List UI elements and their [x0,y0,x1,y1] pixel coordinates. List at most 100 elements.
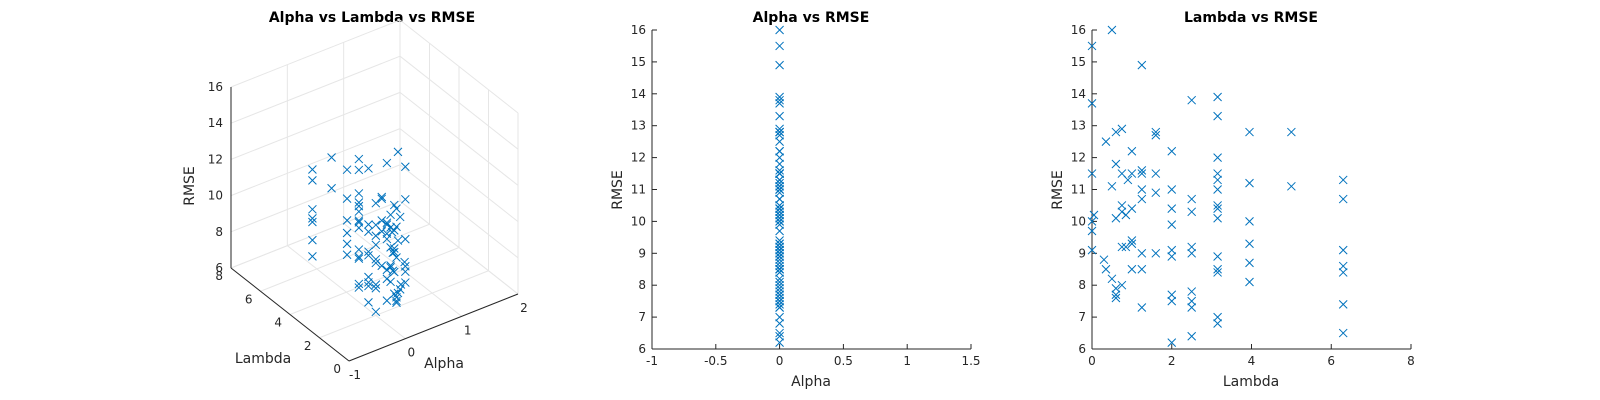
x-tick-label: 4 [1248,354,1256,368]
panel1-axes [230,87,519,362]
panel1-title: Alpha vs Lambda vs RMSE [269,10,475,26]
data-point [1287,127,1296,137]
panel2-ylabel: RMSE [610,170,626,210]
data-point [1287,181,1296,191]
data-point [1087,99,1097,108]
panel3-title: Lambda vs RMSE [1184,10,1318,26]
data-point [371,254,381,264]
data-point [1338,299,1348,309]
data-point [1213,175,1222,185]
y-tick-label: 6 [1078,342,1086,356]
data-point [1137,166,1147,175]
data-point [342,165,352,175]
data-point [775,178,784,188]
data-point [371,231,381,241]
floor-grid-line [319,270,489,339]
y-tick-label: 4 [274,316,282,330]
data-point [1187,303,1197,312]
data-point [775,226,784,236]
data-point [371,198,381,208]
data-point [775,255,784,265]
z-tick-label: 14 [208,116,223,130]
data-point [1117,207,1127,217]
data-point [371,258,381,268]
data-point [775,92,784,102]
y-tick-label: 0 [333,362,341,376]
data-point [308,235,317,245]
data-point [400,257,409,267]
back-wall-grid-line [230,55,401,124]
data-point [775,169,784,178]
data-point [1087,226,1097,236]
panel2-xlabel: Alpha [791,374,831,390]
y-tick-label: 12 [1071,151,1086,165]
panel2-tick-labels: -1 -0.5 0 0.5 1 1.5 6 7 8 9 10 11 12 13 14 15 16 [631,23,981,368]
data-point [775,261,784,271]
data-point [1151,130,1161,140]
data-point [354,252,364,262]
data-point [382,220,392,229]
y-tick-label: 9 [1078,246,1086,260]
data-point [1151,248,1161,258]
data-point [1099,255,1109,265]
data-point [1187,194,1197,204]
back-wall-grid-line [230,91,401,160]
data-point [1087,217,1097,226]
data-point [382,218,392,228]
back-wall-grid-line [230,200,401,269]
y-tick-label: 7 [638,310,646,324]
data-point [1111,293,1121,303]
data-point [1127,264,1137,274]
y-axis-line [230,267,350,362]
data-point [1089,210,1099,220]
data-point [354,189,364,198]
data-point [775,153,784,162]
data-point [327,153,336,162]
y-tick-label: 16 [1071,23,1086,37]
y-tick-label: 6 [245,292,253,306]
data-point [364,227,373,237]
data-point [775,284,784,293]
data-point [377,194,387,204]
data-point [775,220,784,229]
data-point [775,268,784,277]
data-point [1087,41,1097,51]
data-point [1338,261,1348,271]
data-point [371,240,381,250]
y-tick-label: 9 [638,246,646,260]
back-wall-grid-line [230,128,401,197]
data-point [775,264,784,274]
data-point [400,234,410,244]
data-point [775,111,784,121]
data-point [775,277,784,287]
panel3-ylabel: RMSE [1050,170,1066,210]
floor-grid-line [289,247,460,315]
data-point [395,212,405,222]
data-point [1107,25,1117,35]
data-point [1187,248,1197,258]
data-point [382,274,392,284]
data-point [371,280,381,290]
data-point [354,245,364,254]
data-point [1137,194,1147,204]
data-point [1127,236,1137,245]
data-point [393,147,403,157]
z-tick-label: 12 [208,152,223,166]
data-point [386,243,395,252]
data-point [354,283,364,292]
data-point [775,127,784,137]
data-point [354,279,364,289]
x-tick-label: 2 [520,301,528,315]
z-tick-label: 8 [215,225,223,239]
data-point [354,198,364,207]
data-point [775,124,784,134]
data-point [354,154,364,164]
data-point [371,220,381,230]
x-tick-label: 0 [776,354,784,368]
data-point [1111,290,1121,300]
data-point [382,229,392,238]
panel2-markers [775,25,784,347]
data-point [1127,204,1137,213]
data-point [1213,264,1222,274]
